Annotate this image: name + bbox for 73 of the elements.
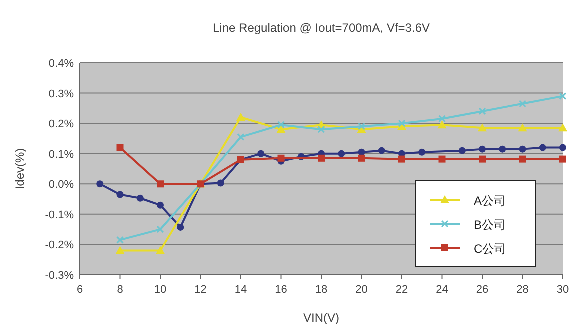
point [217, 180, 224, 187]
point [519, 146, 526, 153]
point [276, 125, 286, 134]
legend-label: A公司 [474, 194, 506, 208]
point [398, 120, 406, 128]
point [318, 154, 325, 162]
x-tick-label: 12 [194, 284, 207, 296]
point [157, 202, 164, 209]
point [458, 147, 466, 154]
point [278, 154, 285, 162]
point [519, 100, 526, 108]
x-tick-label: 28 [516, 284, 529, 296]
point [539, 144, 546, 152]
point [479, 146, 486, 153]
point [438, 156, 446, 163]
y-tick-label: -0.2% [45, 240, 74, 252]
point [236, 113, 246, 122]
point [156, 246, 165, 254]
y-tick-label: 0.2% [48, 118, 74, 131]
legend-label: C公司 [474, 242, 507, 256]
x-tick-label: 20 [356, 284, 368, 296]
y-tick-label: -0.3% [45, 270, 74, 282]
x-tick-label: 10 [154, 284, 167, 296]
point [398, 156, 406, 163]
x-tick-label: 24 [436, 284, 448, 296]
point [559, 92, 567, 100]
x-tick-label: 30 [556, 284, 570, 296]
point [478, 108, 486, 116]
point [518, 124, 528, 132]
y-tick-label: 0.1% [48, 148, 74, 161]
point [278, 121, 285, 129]
point [258, 150, 265, 158]
point [318, 126, 326, 134]
point [418, 148, 426, 156]
x-tick-label: 22 [396, 284, 408, 296]
point [237, 133, 245, 141]
point [136, 194, 144, 202]
point [499, 146, 506, 153]
point [96, 180, 104, 188]
y-tick-label: 0.0% [48, 179, 74, 192]
point [157, 180, 164, 188]
x-tick-label: 6 [76, 284, 84, 296]
point [560, 144, 566, 152]
x-tick-label: 26 [476, 284, 489, 296]
point [558, 124, 568, 132]
x-tick-label: 8 [117, 284, 124, 296]
x-axis-title: VIN(V) [304, 311, 340, 325]
point [358, 154, 366, 162]
chart-title: Line Regulation @ Iout=700mA, Vf=3.6V [213, 21, 430, 35]
x-tick-label: 14 [234, 284, 248, 296]
y-tick-label: 0.4% [48, 58, 74, 70]
point [116, 236, 124, 244]
point [338, 150, 346, 158]
legend-label: B公司 [474, 218, 506, 232]
y-tick-label: -0.1% [45, 209, 74, 222]
x-tick-label: 16 [275, 284, 288, 296]
point [116, 144, 124, 152]
point [478, 124, 487, 132]
point [358, 122, 366, 130]
x-tick-label: 18 [315, 284, 328, 296]
point [177, 224, 184, 231]
point [156, 226, 164, 234]
point [358, 148, 366, 156]
point [560, 156, 566, 163]
point [438, 115, 446, 123]
y-axis-title: Idev(%) [13, 148, 27, 190]
point [116, 191, 124, 198]
y-tick-label: 0.3% [48, 88, 74, 100]
point [519, 156, 526, 163]
point [479, 156, 486, 163]
point [378, 147, 386, 154]
point [438, 120, 447, 129]
point [116, 246, 125, 254]
